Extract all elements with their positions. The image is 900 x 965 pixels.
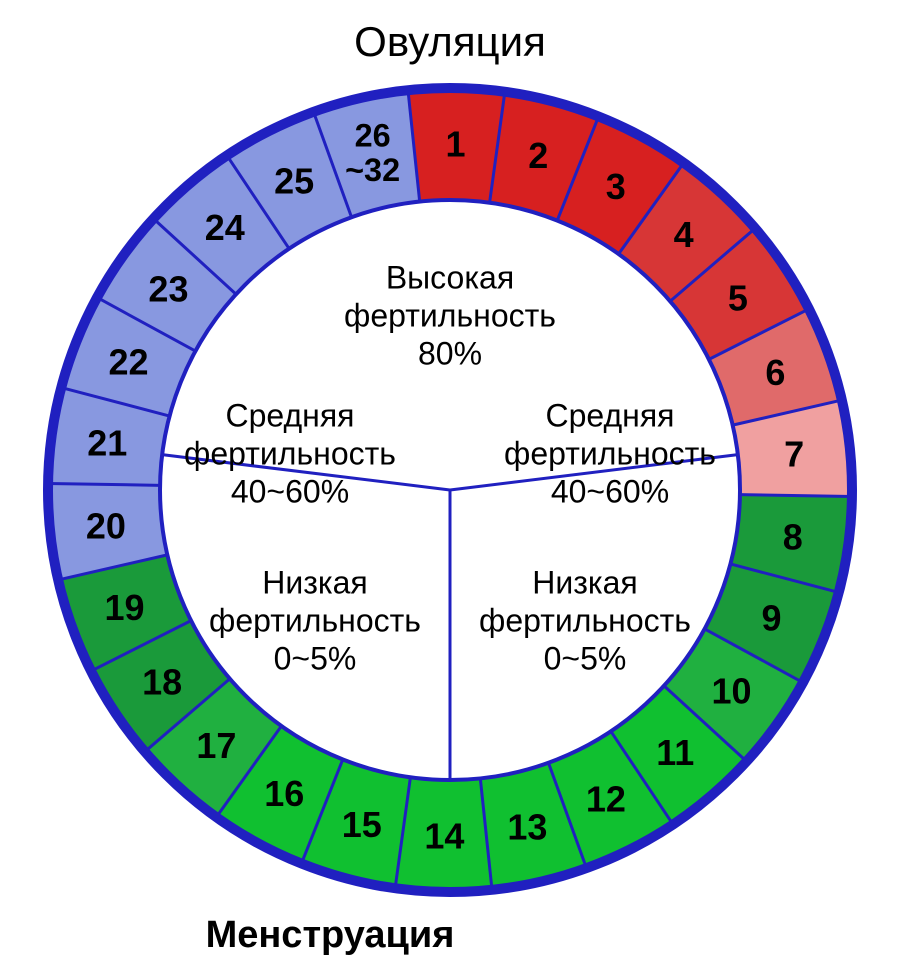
day-number: 2 [528, 135, 548, 176]
day-number: 13 [507, 807, 547, 848]
center-label: Низкая [532, 564, 637, 600]
center-label: 80% [418, 335, 482, 371]
day-number: ~32 [345, 152, 400, 188]
center-label: фертильность [184, 435, 396, 471]
center-label: фертильность [504, 435, 716, 471]
segment-divider [740, 495, 852, 497]
day-number: 15 [342, 804, 382, 845]
center-label: фертильность [344, 297, 556, 333]
center-label: 40~60% [551, 473, 669, 509]
center-label: 0~5% [544, 640, 627, 676]
center-label: Низкая [262, 564, 367, 600]
center-label: 40~60% [231, 473, 349, 509]
wheel-svg: 1234567891011121314151617181920212223242… [0, 0, 900, 965]
center-label: Средняя [546, 397, 675, 433]
day-number: 25 [274, 161, 314, 202]
day-number: 22 [108, 342, 148, 383]
day-number: 21 [87, 422, 127, 463]
day-number: 14 [424, 815, 464, 856]
day-number: 7 [784, 433, 804, 474]
day-number: 5 [728, 278, 748, 319]
center-label: 0~5% [274, 640, 357, 676]
center-label: Высокая [386, 259, 514, 295]
day-number: 10 [712, 671, 752, 712]
day-number: 24 [205, 207, 245, 248]
day-number: 20 [86, 506, 126, 547]
day-number: 4 [674, 214, 694, 255]
day-number: 18 [142, 661, 182, 702]
day-number: 16 [264, 773, 304, 814]
center-label: Средняя [226, 397, 355, 433]
day-number: 26 [355, 118, 391, 154]
center-label: фертильность [209, 602, 421, 638]
day-number: 23 [148, 268, 188, 309]
day-number: 12 [586, 778, 626, 819]
segment-divider [48, 484, 160, 486]
day-number: 9 [761, 597, 781, 638]
fertility-wheel-diagram: Овуляция Менструация 1234567891011121314… [0, 0, 900, 965]
day-number: 1 [446, 124, 466, 165]
day-number: 6 [765, 352, 785, 393]
day-number: 8 [783, 517, 803, 558]
day-number: 11 [656, 732, 694, 773]
day-number: 19 [105, 587, 145, 628]
day-number: 3 [606, 166, 626, 207]
center-label: фертильность [479, 602, 691, 638]
day-number: 17 [196, 725, 236, 766]
